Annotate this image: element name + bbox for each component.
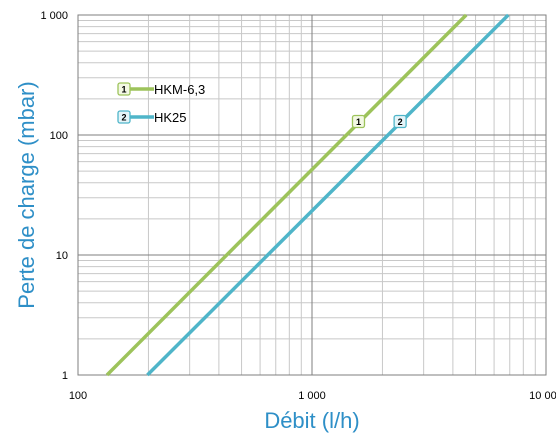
series-line-2 (146, 13, 510, 377)
x-tick-label: 100 (69, 390, 87, 402)
y-tick-label: 1 000 (40, 10, 68, 22)
series-marker-1-label: 1 (356, 117, 361, 127)
series-lines (105, 13, 510, 377)
series-marker-1-box (351, 114, 366, 129)
x-tick-label: 1 000 (298, 390, 326, 402)
legend-badge-1: 1 (117, 82, 131, 96)
legend-badge-1-label: 1 (121, 85, 126, 95)
x-axis-tick-labels: 100 1 000 10 000 (69, 390, 556, 402)
series-marker-2-box (393, 114, 407, 129)
x-tick-label: 10 000 (529, 390, 556, 402)
legend-item-1: 1 HKM-6,3 (117, 82, 205, 97)
legend-badge-1-box (117, 82, 131, 96)
y-tick-label: 10 (56, 250, 68, 262)
legend-item-2: 2 HK25 (117, 110, 187, 125)
legend-label: HKM-6,3 (154, 82, 205, 97)
legend-badge-2-label: 2 (121, 113, 126, 123)
series-line-1 (105, 13, 468, 377)
y-axis-tick-labels: 1 10 100 1 000 (40, 10, 68, 382)
y-tick-label: 1 (62, 370, 68, 382)
legend-badge-2: 2 (117, 110, 131, 124)
legend-label: HK25 (154, 110, 187, 125)
y-tick-label: 100 (50, 130, 68, 142)
series-marker-1: 1 (351, 114, 366, 129)
plot-area-frame (77, 14, 547, 376)
legend: 1 HKM-6,3 2 HK25 (117, 82, 205, 125)
series-marker-2: 2 (393, 114, 407, 129)
y-axis-title: Perte de charge (mbar) (14, 81, 39, 308)
legend-badge-2-box (117, 110, 131, 124)
x-axis-title: Débit (l/h) (264, 408, 359, 433)
series-marker-2-label: 2 (398, 117, 403, 127)
